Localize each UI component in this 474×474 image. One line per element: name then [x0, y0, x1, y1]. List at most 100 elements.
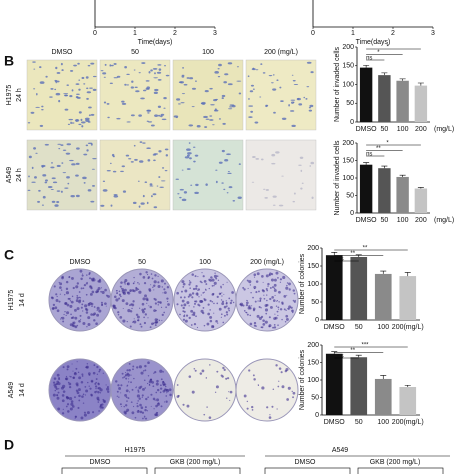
cell: [272, 74, 275, 76]
x-tick-label: 0: [311, 30, 315, 37]
column-label: 50: [131, 49, 139, 56]
colony: [89, 387, 92, 390]
colony: [122, 307, 124, 310]
colony: [154, 371, 157, 374]
colony: [82, 300, 85, 303]
cell: [41, 109, 44, 111]
x-tick-label: 3: [431, 30, 435, 37]
cell: [195, 183, 199, 187]
significance-label: *: [386, 140, 389, 146]
colony: [251, 305, 253, 307]
colony: [220, 316, 222, 318]
colony: [104, 400, 106, 402]
colony: [246, 299, 248, 301]
colony: [215, 385, 219, 389]
cell: [146, 147, 151, 150]
colony: [125, 377, 128, 380]
colony: [53, 285, 56, 288]
cell: [205, 183, 208, 186]
colony: [125, 396, 128, 399]
y-tick-label: 150: [342, 63, 354, 70]
colony: [186, 301, 190, 305]
colony: [213, 274, 218, 278]
colony: [191, 292, 195, 295]
colony: [92, 277, 95, 280]
colony: [191, 273, 194, 276]
colony: [166, 389, 168, 391]
colony: [124, 283, 126, 285]
cell: [153, 206, 158, 209]
cell: [56, 72, 61, 74]
colony: [209, 364, 211, 366]
colony: [266, 289, 269, 292]
colony: [61, 316, 65, 320]
colony: [55, 293, 58, 296]
cell: [34, 176, 37, 179]
colony: [133, 318, 135, 320]
colony: [273, 324, 276, 326]
colony: [117, 311, 120, 314]
cell: [189, 157, 192, 160]
colony: [76, 391, 80, 395]
cell: [259, 96, 262, 98]
error-bar: [355, 354, 362, 358]
colony: [147, 276, 151, 279]
colony: [188, 293, 192, 297]
cell: [81, 121, 86, 124]
colony: [188, 305, 190, 307]
colony: [61, 394, 65, 397]
colony: [128, 378, 130, 380]
cell: [231, 105, 236, 108]
colony: [249, 307, 252, 310]
colony: [140, 325, 143, 328]
cell: [90, 113, 95, 116]
colony: [136, 405, 139, 408]
colony: [277, 385, 280, 388]
colony: [203, 291, 205, 293]
colony: [260, 315, 264, 319]
colony: [267, 285, 269, 287]
colony: [262, 323, 266, 326]
colony: [281, 385, 285, 389]
colony: [285, 317, 289, 321]
colony: [120, 405, 122, 408]
cell: [194, 154, 199, 157]
y-tick-label: 0: [315, 412, 319, 419]
colony: [158, 319, 161, 322]
colony: [129, 391, 131, 393]
colony: [126, 369, 129, 372]
y-axis-title: Number of invaded cells: [334, 140, 341, 216]
colony: [182, 306, 185, 310]
colony: [160, 405, 163, 408]
colony: [58, 300, 61, 303]
cell: [103, 101, 107, 104]
colony: [187, 295, 190, 298]
cell: [75, 174, 79, 177]
colony: [275, 364, 278, 367]
cell: [248, 98, 250, 100]
colony: [139, 323, 142, 326]
cell: [60, 62, 63, 66]
colony: [59, 282, 63, 286]
colony: [216, 302, 219, 305]
colony: [268, 324, 272, 328]
colony: [226, 377, 230, 380]
column-label: 50: [138, 259, 146, 266]
cell: [111, 153, 115, 157]
colony: [94, 385, 98, 388]
x-tick-label: 200: [415, 126, 427, 133]
colony: [203, 298, 207, 302]
colony: [147, 375, 150, 377]
cell: [100, 204, 105, 207]
colony: [163, 288, 166, 291]
cell: [113, 195, 119, 198]
cell: [192, 146, 196, 148]
colony: [120, 392, 122, 394]
cell: [88, 106, 92, 109]
colony: [70, 400, 74, 403]
cell: [106, 102, 110, 105]
colony: [184, 319, 188, 323]
cell: [31, 166, 34, 170]
colony: [213, 281, 217, 285]
cell: [54, 79, 58, 82]
